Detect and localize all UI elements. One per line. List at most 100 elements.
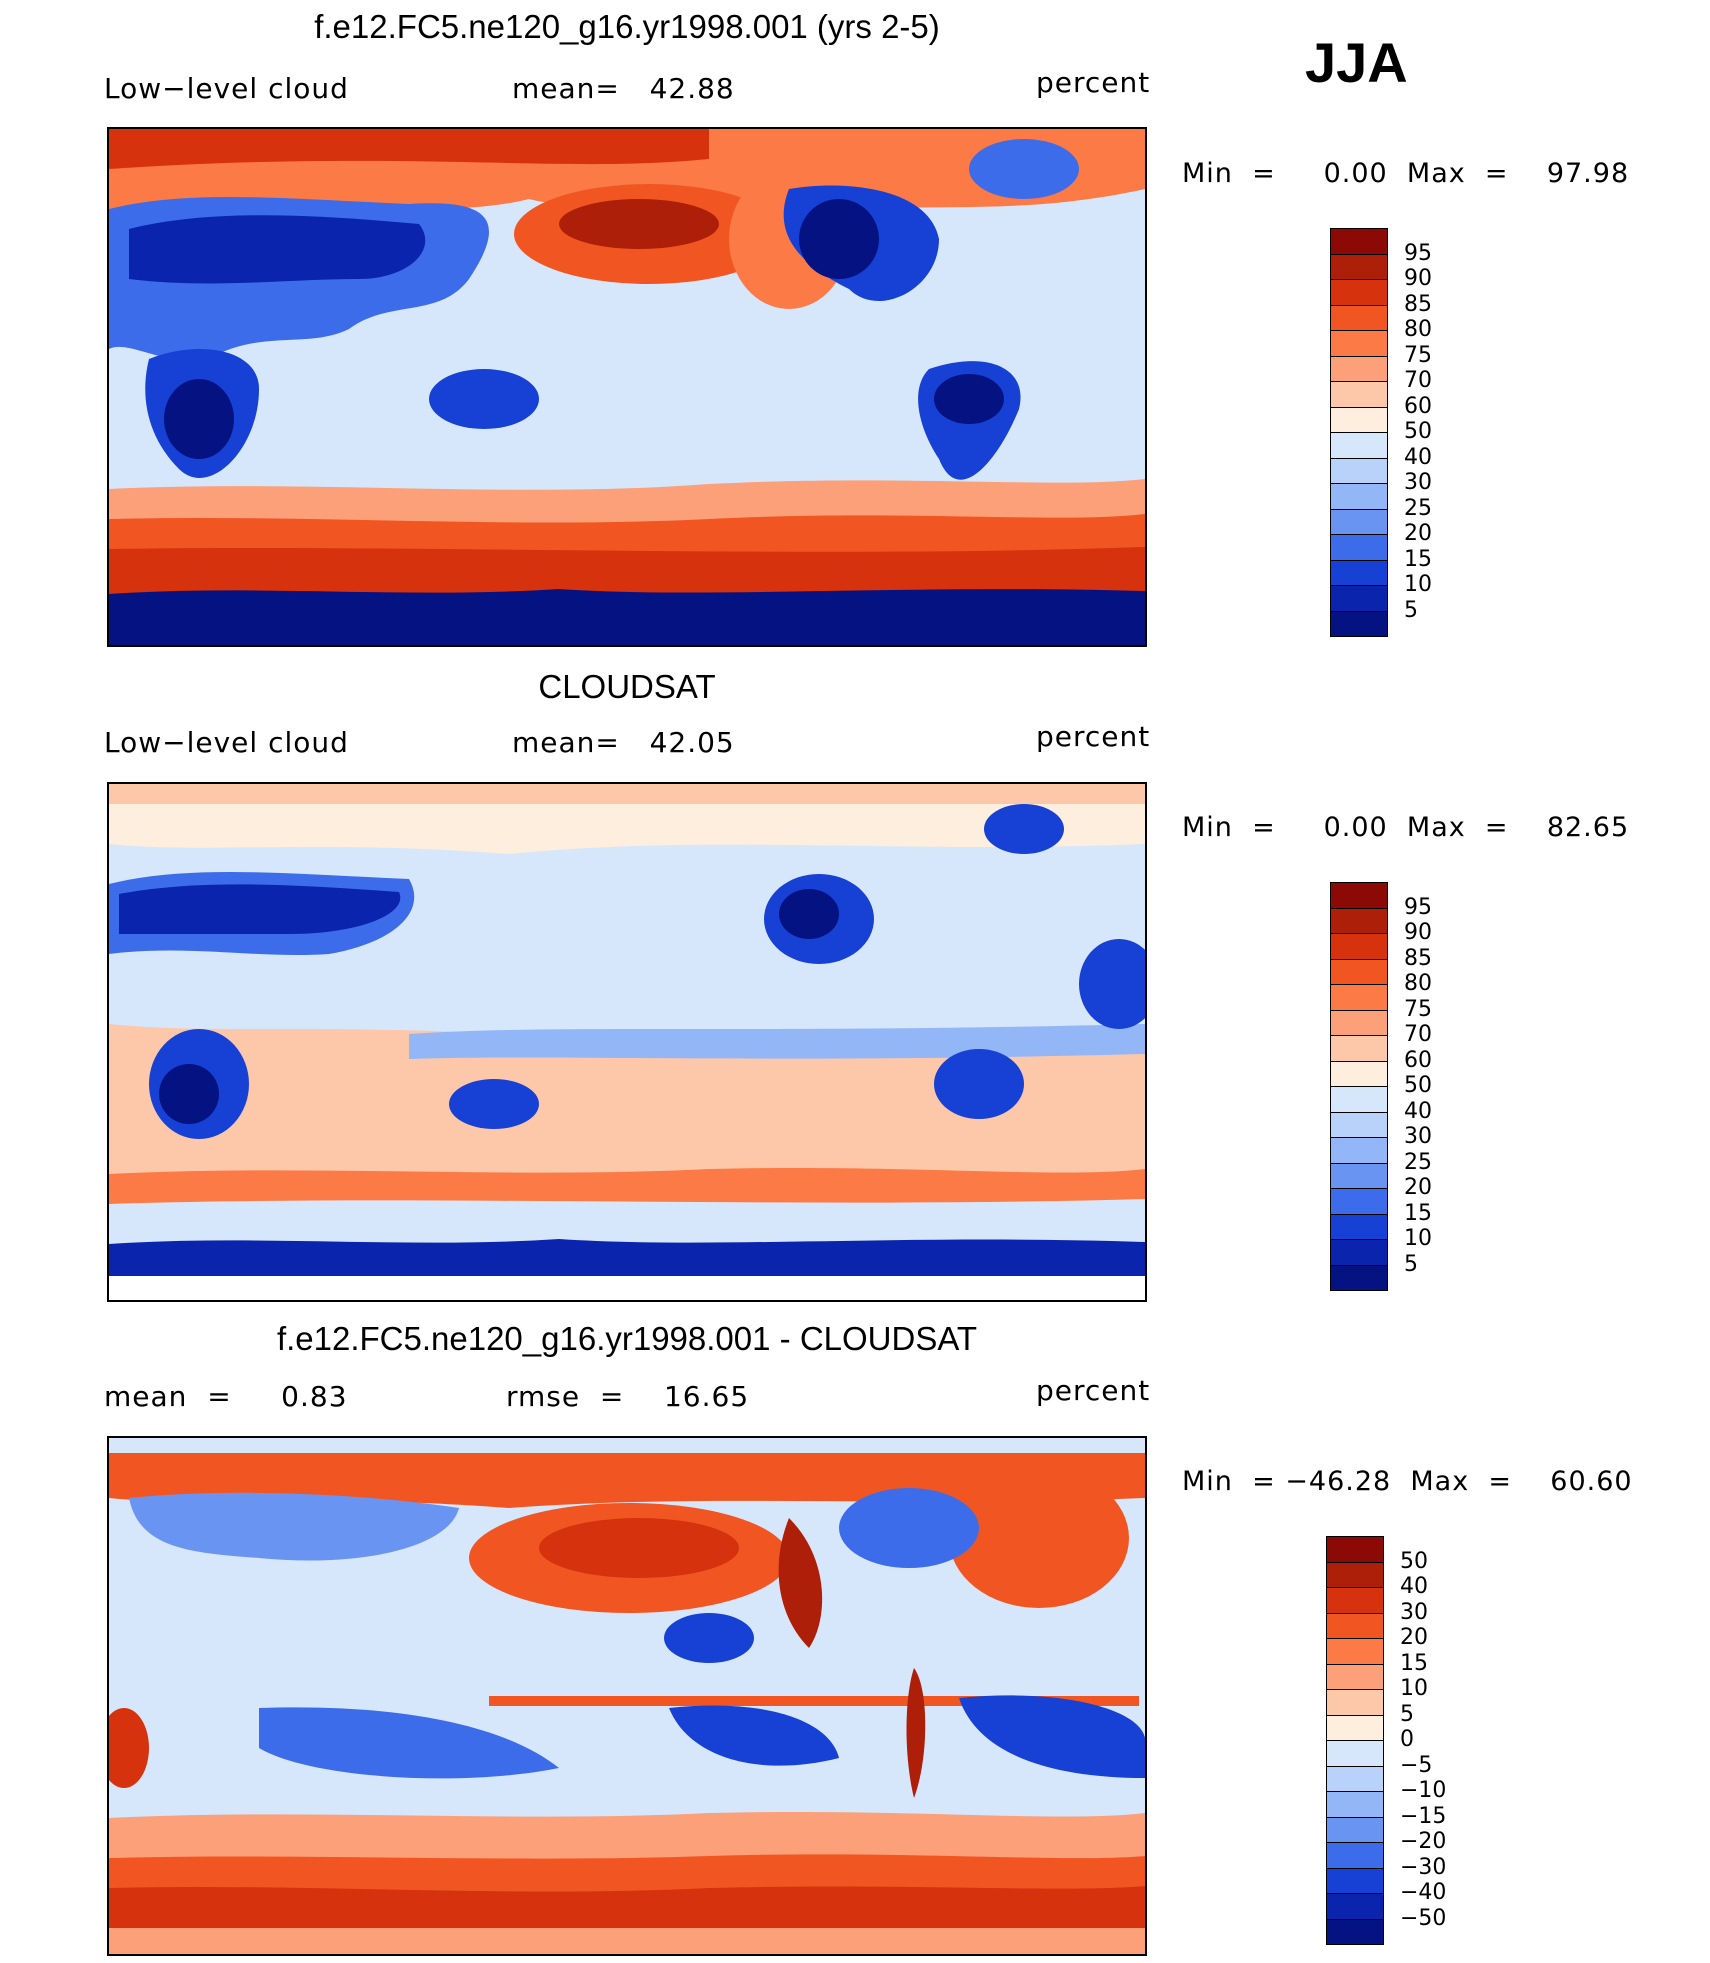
- colorbar-tick-label: 90: [1404, 266, 1432, 291]
- panel-2-mean-label: mean= 42.05: [512, 726, 735, 759]
- colorbar-tick-label: −40: [1400, 1880, 1447, 1905]
- colorbar-swatch: [1326, 1714, 1384, 1741]
- colorbar-swatch: [1330, 330, 1388, 357]
- colorbar-tick-label: 40: [1404, 1098, 1432, 1124]
- colorbar-tick-label: 85: [1404, 945, 1432, 971]
- panel-1-units-label: percent: [1036, 66, 1151, 99]
- colorbar-tick-label: 90: [1404, 920, 1432, 945]
- colorbar-swatch: [1326, 1893, 1384, 1920]
- panel-2-variable-label: Low−level cloud: [104, 726, 349, 759]
- colorbar-tick-label: 5: [1400, 1701, 1414, 1727]
- colorbar-tick-label: 15: [1404, 1200, 1432, 1226]
- colorbar-swatch: [1330, 1060, 1388, 1087]
- colorbar-tick-label: 5: [1404, 597, 1418, 623]
- panel-1-minmax: Min = 0.00 Max = 97.98: [1182, 158, 1630, 189]
- colorbar-swatch: [1330, 381, 1388, 408]
- colorbar-swatch: [1326, 1918, 1384, 1945]
- colorbar-swatch: [1330, 585, 1388, 612]
- colorbar-tick-label: 10: [1404, 1226, 1432, 1251]
- colorbar-swatch: [1330, 253, 1388, 280]
- colorbar-swatch: [1330, 1239, 1388, 1266]
- colorbar-tick-label: −30: [1400, 1854, 1447, 1880]
- colorbar-tick-label: 15: [1400, 1650, 1428, 1676]
- colorbar-swatch: [1330, 1086, 1388, 1113]
- colorbar-tick-label: 30: [1400, 1599, 1428, 1625]
- colorbar-swatch: [1326, 1765, 1384, 1792]
- colorbar-tick-label: 60: [1404, 1047, 1432, 1073]
- colorbar-swatch: [1326, 1638, 1384, 1665]
- panel-3-title: f.e12.FC5.ne120_g16.yr1998.001 - CLOUDSA…: [276, 1320, 978, 1357]
- colorbar-swatch: [1330, 1137, 1388, 1164]
- colorbar-tick-label: −5: [1400, 1752, 1433, 1778]
- colorbar-swatch: [1326, 1791, 1384, 1818]
- colorbar-swatch: [1326, 1842, 1384, 1869]
- colorbar-tick-label: 25: [1404, 1149, 1432, 1175]
- colorbar-tick-label: 50: [1404, 1073, 1432, 1098]
- colorbar-swatch: [1330, 1162, 1388, 1189]
- colorbar-swatch: [1326, 1587, 1384, 1614]
- colorbar-swatch: [1326, 1663, 1384, 1690]
- colorbar-swatch: [1330, 559, 1388, 586]
- colorbar-swatch: [1330, 907, 1388, 934]
- colorbar-tick-label: 70: [1404, 368, 1432, 393]
- colorbar-swatch: [1330, 958, 1388, 985]
- colorbar-tick-label: 85: [1404, 291, 1432, 317]
- colorbar-tick-label: 75: [1404, 342, 1432, 368]
- colorbar-tick-label: 30: [1404, 470, 1432, 495]
- panel-1-variable-label: Low−level cloud: [104, 72, 349, 105]
- colorbar-tick-label: 80: [1404, 317, 1432, 342]
- panel-2-title: CLOUDSAT: [538, 668, 716, 705]
- colorbar-swatch: [1326, 1561, 1384, 1588]
- colorbar-tick-label: 75: [1404, 996, 1432, 1022]
- colorbar-swatch: [1326, 1867, 1384, 1894]
- colorbar-swatch: [1326, 1612, 1384, 1639]
- colorbar-swatch: [1330, 304, 1388, 331]
- colorbar-swatch: [1330, 406, 1388, 433]
- colorbar-swatch: [1330, 1009, 1388, 1036]
- colorbar-swatch: [1330, 610, 1388, 637]
- colorbar-tick-label: 60: [1404, 393, 1432, 419]
- colorbar-swatch: [1330, 1213, 1388, 1240]
- colorbar-swatch: [1330, 1188, 1388, 1215]
- colorbar-tick-label: 10: [1400, 1676, 1428, 1701]
- colorbar-swatch: [1330, 508, 1388, 535]
- colorbar-swatch: [1330, 1111, 1388, 1138]
- colorbar-tick-label: 5: [1404, 1251, 1418, 1277]
- colorbar-tick-label: −10: [1400, 1778, 1447, 1803]
- colorbar-swatch: [1326, 1536, 1384, 1563]
- panel-2-minmax: Min = 0.00 Max = 82.65: [1182, 812, 1630, 843]
- panel-3-rmse-label: rmse = 16.65: [506, 1380, 750, 1413]
- colorbar-tick-label: 40: [1404, 444, 1432, 470]
- colorbar-swatch: [1330, 933, 1388, 960]
- colorbar-tick-label: 0: [1400, 1727, 1414, 1752]
- colorbar-tick-label: 50: [1400, 1548, 1428, 1574]
- colorbar-swatch: [1330, 984, 1388, 1011]
- colorbar-swatch: [1330, 882, 1388, 909]
- colorbar-swatch: [1330, 279, 1388, 306]
- colorbar-swatch: [1330, 457, 1388, 484]
- colorbar-tick-label: 95: [1404, 894, 1432, 920]
- colorbar-tick-label: 95: [1404, 240, 1432, 266]
- colorbar-swatch: [1326, 1740, 1384, 1767]
- colorbar-swatch: [1330, 534, 1388, 561]
- colorbar-swatch: [1330, 1264, 1388, 1291]
- colorbar-tick-label: 50: [1404, 419, 1432, 444]
- colorbar-swatch: [1330, 1035, 1388, 1062]
- colorbar-tick-label: −20: [1400, 1829, 1447, 1854]
- colorbar-swatch: [1330, 355, 1388, 382]
- colorbar-tick-label: 30: [1404, 1124, 1432, 1149]
- season-label: JJA: [1305, 31, 1408, 94]
- colorbar-swatch: [1330, 432, 1388, 459]
- colorbar-tick-label: 40: [1400, 1574, 1428, 1599]
- colorbar-tick-label: 15: [1404, 546, 1432, 572]
- panel-1-mean-label: mean= 42.88: [512, 72, 735, 105]
- panel-3-units-label: percent: [1036, 1374, 1151, 1407]
- colorbar-tick-label: 70: [1404, 1022, 1432, 1047]
- colorbar-swatch: [1326, 1816, 1384, 1843]
- panel-1-title: f.e12.FC5.ne120_g16.yr1998.001 (yrs 2-5): [314, 8, 940, 45]
- colorbar-tick-label: 80: [1404, 971, 1432, 996]
- panel-3-minmax: Min = −46.28 Max = 60.60: [1182, 1466, 1633, 1497]
- colorbar-tick-label: 20: [1400, 1625, 1428, 1650]
- panel-3-mean-label: mean = 0.83: [104, 1380, 348, 1413]
- colorbar-swatch: [1330, 228, 1388, 255]
